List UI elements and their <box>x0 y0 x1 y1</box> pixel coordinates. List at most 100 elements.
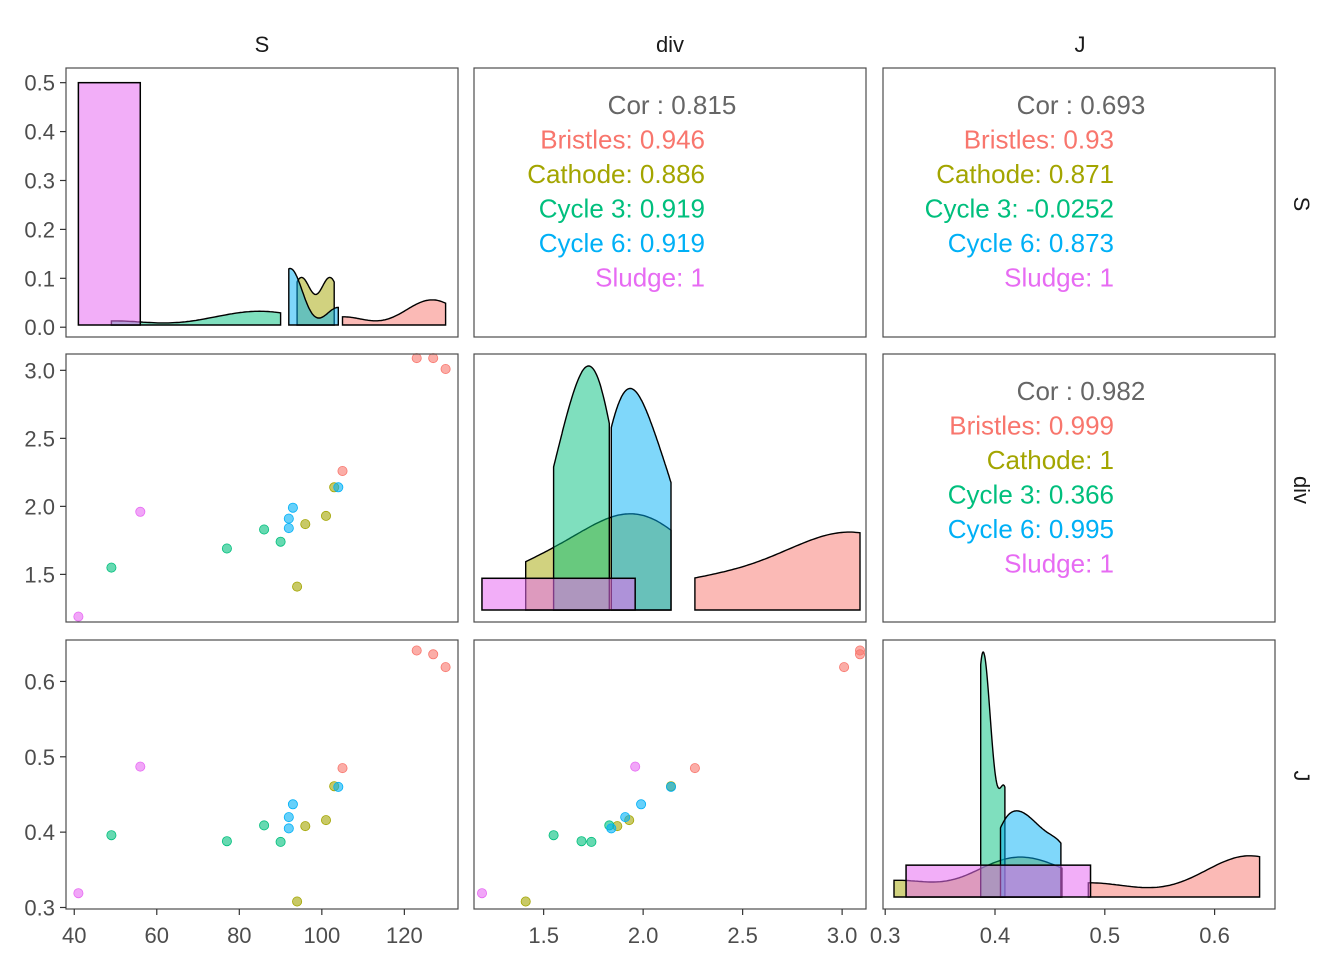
point-sludge <box>630 761 641 772</box>
corr-overall: Cor : 0.693 <box>1017 90 1146 120</box>
point-cycle-6 <box>333 781 344 792</box>
point-cycle-3 <box>221 543 232 554</box>
point-cycle-3 <box>275 536 286 547</box>
density-panel-S <box>77 81 447 326</box>
y-tick-label: 0.4 <box>24 120 55 145</box>
panel-border-S-J <box>882 67 1276 338</box>
point-bristles <box>440 662 451 673</box>
point-cycle-6 <box>283 823 294 834</box>
panel-border-J-div <box>473 639 867 910</box>
y-tick-label: 0.3 <box>24 895 55 920</box>
y-tick-label: 0.6 <box>24 669 55 694</box>
y-tick-label: 0.5 <box>24 745 55 770</box>
point-cycle-3 <box>221 836 232 847</box>
density-panel-div <box>481 365 861 611</box>
y-tick-label: 2.0 <box>24 494 55 519</box>
corr-overall: Cor : 0.815 <box>608 90 737 120</box>
corr-sludge: Sludge: 1 <box>1004 549 1114 579</box>
density-cycle-3 <box>980 651 1006 898</box>
point-bristles <box>337 465 348 476</box>
point-cycle-3 <box>259 524 270 535</box>
corr-cycle-3: Cycle 3: 0.366 <box>948 480 1114 510</box>
point-cycle-3 <box>275 836 286 847</box>
x-tick-label: 0.3 <box>870 923 901 948</box>
point-cycle-3 <box>259 820 270 831</box>
y-tick-label: 2.5 <box>24 426 55 451</box>
point-sludge <box>476 888 487 899</box>
point-cathode <box>320 815 331 826</box>
corr-panel-S-div: Cor : 0.815 Bristles: 0.946 Cathode: 0.886… <box>527 90 736 293</box>
point-cycle-6 <box>606 823 617 834</box>
point-cycle-6 <box>636 799 647 810</box>
strip-labels: S div J S div J <box>255 32 1314 782</box>
x-tick-label: 0.4 <box>980 923 1011 948</box>
point-sludge <box>135 506 146 517</box>
row-strip-J: J <box>1289 771 1314 782</box>
y-tick-label: 1.5 <box>24 562 55 587</box>
corr-cathode: Cathode: 1 <box>987 445 1114 475</box>
point-cycle-6 <box>283 523 294 534</box>
x-tick-label: 1.5 <box>528 923 559 948</box>
corr-panel-div-J: Cor : 0.982 Bristles: 0.999 Cathode: 1 Cycl… <box>948 376 1146 579</box>
y-tick-label: 0.5 <box>24 71 55 96</box>
density-bristles <box>341 299 447 326</box>
point-cycle-6 <box>333 482 344 493</box>
density-sludge <box>905 864 1092 898</box>
point-bristles <box>428 353 439 364</box>
scatter-panel-div-S <box>73 353 451 622</box>
corr-sludge: Sludge: 1 <box>595 263 705 293</box>
point-cycle-3 <box>576 836 587 847</box>
col-strip-J: J <box>1075 32 1086 57</box>
point-cycle-6 <box>287 799 298 810</box>
corr-bristles: Bristles: 0.93 <box>964 125 1114 155</box>
scatter-panel-J-S <box>73 645 451 907</box>
density-cycle-3 <box>552 365 610 611</box>
density-bristles <box>694 531 861 611</box>
row-strip-S: S <box>1289 197 1314 212</box>
point-bristles <box>689 763 700 774</box>
point-cycle-6 <box>283 513 294 524</box>
point-bristles <box>411 645 422 656</box>
density-cycle-6 <box>610 387 672 611</box>
y-tick-label: 0.3 <box>24 168 55 193</box>
density-sludge <box>77 81 142 326</box>
point-cycle-6 <box>620 812 631 823</box>
corr-panel-S-J: Cor : 0.693 Bristles: 0.93 Cathode: 0.871 C… <box>925 90 1146 293</box>
point-cycle-6 <box>666 781 677 792</box>
point-cathode <box>320 510 331 521</box>
corr-cycle-6: Cycle 6: 0.919 <box>539 228 705 258</box>
corr-cycle-6: Cycle 6: 0.995 <box>948 514 1114 544</box>
corr-cycle-3: Cycle 3: -0.0252 <box>925 194 1114 224</box>
panel-border-S-div <box>473 67 867 338</box>
point-bristles <box>337 763 348 774</box>
point-bristles <box>839 662 850 673</box>
density-bristles <box>1087 855 1261 898</box>
x-tick-label: 2.5 <box>727 923 758 948</box>
panel-border-div-S <box>65 353 459 623</box>
y-tick-label: 0.2 <box>24 217 55 242</box>
density-cycle-6 <box>288 267 339 326</box>
panels: Cor : 0.815 Bristles: 0.946 Cathode: 0.886… <box>65 67 1276 910</box>
point-cycle-6 <box>283 812 294 823</box>
point-cathode <box>300 519 311 530</box>
point-cycle-3 <box>548 830 559 841</box>
point-cycle-3 <box>106 562 117 573</box>
point-sludge <box>73 888 84 899</box>
point-cycle-3 <box>106 830 117 841</box>
point-bristles <box>428 649 439 660</box>
x-tick-label: 80 <box>227 923 251 948</box>
scatter-panel-J-div <box>476 645 866 907</box>
panel-border-div-div <box>473 353 867 623</box>
x-tick-label: 3.0 <box>827 923 858 948</box>
point-sludge <box>73 611 84 622</box>
corr-sludge: Sludge: 1 <box>1004 263 1114 293</box>
x-tick-label: 0.6 <box>1199 923 1230 948</box>
axes: 40 60 80 100 120 1.5 2.0 2.5 3.0 0.3 0.4 0.5 0.6 0.0 0… <box>24 71 1229 948</box>
corr-cycle-3: Cycle 3: 0.919 <box>539 194 705 224</box>
point-bristles <box>855 649 866 660</box>
row-strip-div: div <box>1289 476 1314 504</box>
point-cathode <box>300 821 311 832</box>
corr-cathode: Cathode: 0.886 <box>527 159 705 189</box>
col-strip-S: S <box>255 32 270 57</box>
